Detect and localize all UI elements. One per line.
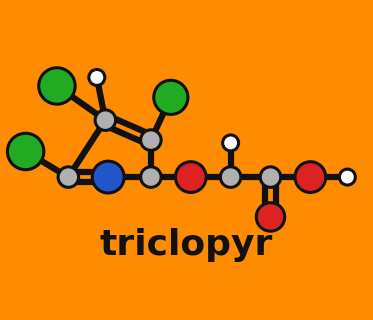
Circle shape	[154, 80, 188, 115]
Circle shape	[39, 68, 75, 104]
Text: triclopyr: triclopyr	[100, 228, 273, 262]
Circle shape	[223, 135, 239, 151]
Circle shape	[141, 130, 161, 150]
Circle shape	[141, 167, 161, 187]
Circle shape	[260, 167, 281, 187]
Circle shape	[220, 167, 241, 187]
Circle shape	[256, 203, 285, 231]
Circle shape	[58, 167, 79, 187]
Circle shape	[175, 162, 206, 192]
Circle shape	[95, 110, 116, 130]
Circle shape	[7, 133, 44, 170]
Circle shape	[295, 162, 326, 192]
Circle shape	[339, 169, 355, 185]
Circle shape	[89, 69, 105, 85]
Circle shape	[92, 161, 124, 193]
